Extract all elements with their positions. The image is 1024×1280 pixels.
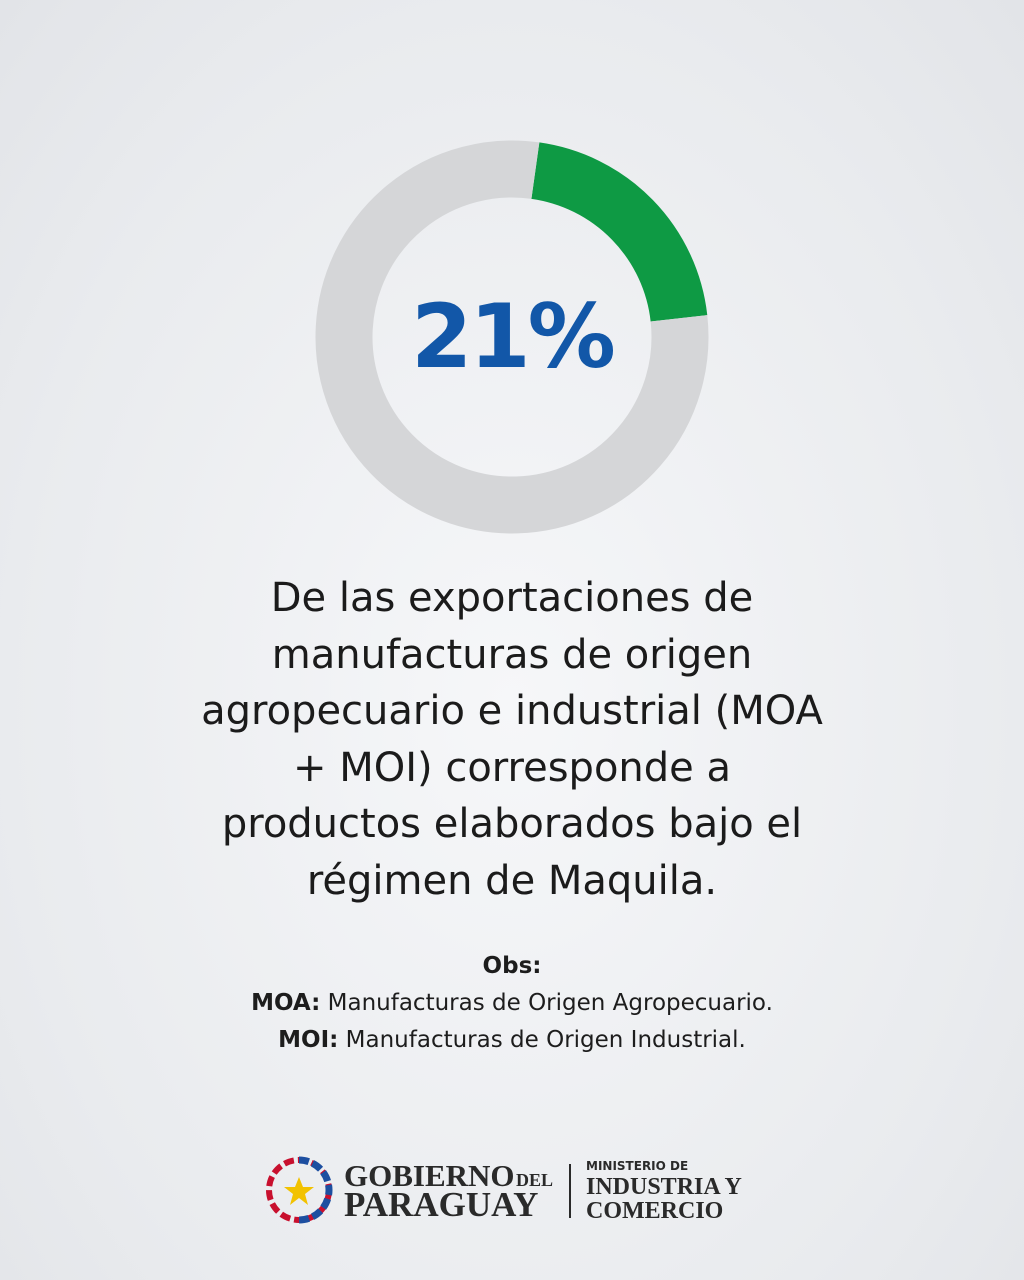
note-term: MOI: <box>278 1027 339 1053</box>
ministry-text: INDUSTRIA Y <box>586 1174 742 1200</box>
notes: Obs: MOA: Manufacturas de Origen Agropec… <box>60 948 964 1059</box>
description-line: régimen de Maquila. <box>306 857 718 904</box>
donut-segment <box>315 140 709 534</box>
note-text: Manufacturas de Origen Industrial. <box>345 1027 746 1053</box>
ministry-text: MINISTERIO DE <box>586 1159 688 1173</box>
note-term: MOA: <box>251 990 321 1016</box>
value-label: 21% <box>411 285 613 388</box>
description-line: productos elaborados bajo el <box>221 801 803 847</box>
emblem <box>266 1156 333 1224</box>
gov-text: GOBIERNO <box>344 1158 515 1193</box>
note: MOA: Manufacturas de Origen Agropecuario… <box>60 985 964 1022</box>
description-line: manufacturas de origen <box>271 631 753 678</box>
note-text: Manufacturas de Origen Agropecuario. <box>327 990 773 1016</box>
note: MOI: Manufacturas de Origen Industrial. <box>60 1022 964 1059</box>
description: De las exportaciones de manufacturas de o… <box>60 570 964 909</box>
heading: Obs: <box>482 953 542 979</box>
description-line: agropecuario e industrial (MOA <box>201 688 823 734</box>
description-line: De las exportaciones de <box>270 575 754 621</box>
description-line: + MOI) corresponde a <box>292 744 731 791</box>
gov-text: PARAGUAY <box>344 1185 538 1224</box>
donut-chart: 21% <box>315 140 709 534</box>
donut-segment <box>530 142 708 323</box>
gov-text: DEL <box>516 1170 553 1190</box>
ministry-text: COMERCIO <box>586 1198 723 1224</box>
logo: GOBIERNO DEL PARAGUAY MINISTERIO DE INDU… <box>266 1156 742 1224</box>
notes-heading: Obs: <box>60 948 964 985</box>
